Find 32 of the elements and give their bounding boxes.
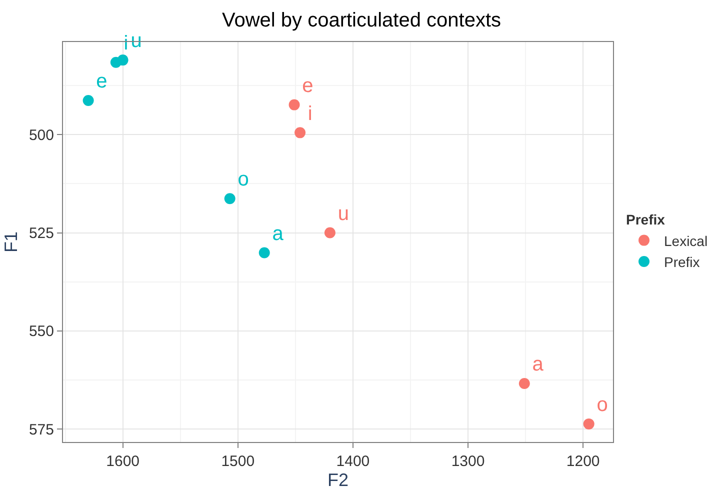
y-tick-label: 525 bbox=[28, 225, 54, 242]
x-tick-label: 1200 bbox=[566, 453, 600, 470]
data-label: e bbox=[96, 70, 108, 93]
y-axis-title: F1 bbox=[1, 231, 22, 253]
point bbox=[583, 418, 594, 430]
legend-label: Lexical bbox=[664, 232, 708, 249]
x-tick-label: 1300 bbox=[451, 453, 485, 470]
point bbox=[82, 94, 94, 106]
x-tick-label: 1500 bbox=[221, 453, 255, 470]
point bbox=[224, 193, 236, 204]
data-label: u bbox=[338, 202, 349, 225]
data-label: a bbox=[532, 354, 544, 376]
data-label: i bbox=[308, 102, 312, 125]
point bbox=[518, 378, 530, 390]
point bbox=[117, 54, 128, 66]
point bbox=[288, 99, 300, 110]
x-tick-label: 1400 bbox=[336, 453, 370, 470]
data-label: a bbox=[272, 222, 284, 245]
y-tick-label: 550 bbox=[28, 323, 54, 340]
y-tick-label: 575 bbox=[28, 421, 54, 438]
data-label: e bbox=[302, 74, 314, 97]
x-tick-label: 1600 bbox=[106, 453, 140, 470]
legend-title: Prefix bbox=[626, 212, 666, 228]
y-tick-label: 500 bbox=[28, 126, 54, 144]
chart-title: Vowel by coarticulated contexts bbox=[222, 9, 502, 32]
point bbox=[294, 127, 306, 138]
data-label: o bbox=[238, 168, 249, 191]
data-label: o bbox=[596, 394, 608, 416]
x-axis-title: F2 bbox=[327, 470, 349, 490]
point bbox=[324, 227, 336, 238]
point bbox=[258, 247, 270, 258]
legend-label: Prefix bbox=[664, 254, 700, 270]
